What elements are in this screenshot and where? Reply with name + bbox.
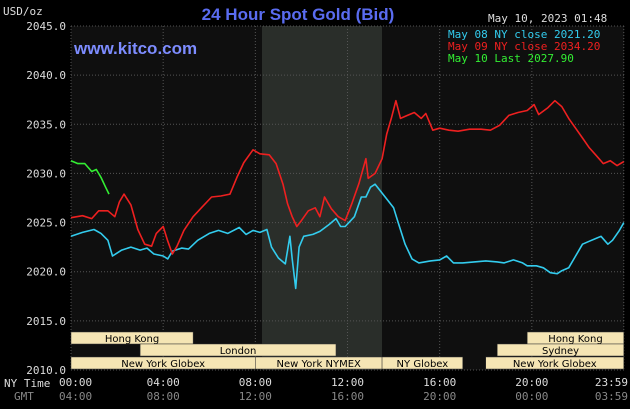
- session-label: NY Globex: [397, 359, 449, 370]
- session-box-row1: [70, 331, 194, 345]
- x-tick-label: 04:00: [147, 376, 180, 389]
- x-tick-label-gmt: 12:00: [239, 390, 272, 403]
- series-line-1: [70, 99, 625, 255]
- y-tick-label: 2045.0: [26, 20, 66, 33]
- market-sessions: Hong Kong Hong Kong London Sydney New York G…: [70, 331, 625, 370]
- y-tick-label: 2020.0: [26, 266, 66, 279]
- unit-label: USD/oz: [3, 5, 43, 18]
- x-tick-label-gmt: 04:00: [59, 390, 92, 403]
- legend-item-may09: May 09 NY close 2034.20: [448, 40, 600, 53]
- gmt-row-label: GMT: [14, 390, 34, 403]
- session-label: New York NYMEX: [277, 359, 362, 370]
- y-tick-label: 2030.0: [26, 167, 66, 180]
- nymex-session-band: [262, 26, 382, 370]
- date-label: May 10, 2023 01:48: [488, 12, 607, 25]
- website-label[interactable]: www.kitco.com: [73, 39, 197, 58]
- chart-title: 24 Hour Spot Gold (Bid): [202, 5, 395, 24]
- session-box-row3: [381, 356, 463, 370]
- legend: May 08 NY close 2021.20 May 09 NY close …: [448, 28, 600, 65]
- x-tick-label: 16:00: [423, 376, 456, 389]
- price-series: [70, 99, 625, 290]
- legend-item-may10: May 10 Last 2027.90: [448, 52, 574, 65]
- series-line-2: [70, 159, 110, 195]
- session-label: London: [220, 346, 257, 357]
- x-tick-label-gmt: 08:00: [147, 390, 180, 403]
- y-tick-label: 2035.0: [26, 118, 66, 131]
- x-tick-label-gmt: 03:59: [595, 390, 628, 403]
- y-tick-label: 2015.0: [26, 315, 66, 328]
- session-label: Hong Kong: [548, 334, 602, 345]
- session-label: New York Globex: [513, 359, 597, 370]
- grid-lines: [70, 25, 625, 371]
- ny-time-row-label: NY Time: [4, 377, 50, 390]
- x-tick-label: 08:00: [239, 376, 272, 389]
- session-label: New York Globex: [121, 359, 205, 370]
- y-axis-ticks: 2010.0 2015.0 2020.0 2025.0 2030.0 2035.0 2040…: [26, 20, 66, 377]
- x-tick-label: 00:00: [59, 376, 92, 389]
- session-label: Hong Kong: [105, 334, 159, 345]
- session-box-row3: [485, 356, 625, 370]
- x-tick-label: 20:00: [515, 376, 548, 389]
- session-box-row2: [139, 343, 337, 357]
- legend-item-may08: May 08 NY close 2021.20: [448, 28, 600, 41]
- x-tick-label: 12:00: [331, 376, 364, 389]
- x-tick-label-gmt: 20:00: [423, 390, 456, 403]
- y-tick-label: 2040.0: [26, 69, 66, 82]
- x-tick-label: 23:59: [595, 376, 628, 389]
- session-box-row2: [497, 343, 625, 357]
- y-tick-label: 2025.0: [26, 217, 66, 230]
- session-label: Sydney: [542, 346, 579, 357]
- y-tick-label: 2010.0: [26, 364, 66, 377]
- x-tick-label-gmt: 00:00: [515, 390, 548, 403]
- x-axis-ticks: 00:0004:0004:0008:0008:0012:0012:0016:00…: [59, 376, 628, 403]
- x-tick-label-gmt: 16:00: [331, 390, 364, 403]
